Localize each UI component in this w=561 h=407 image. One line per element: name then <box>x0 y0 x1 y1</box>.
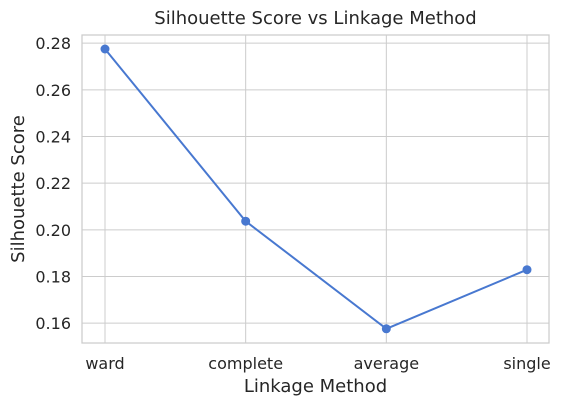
plot-area-frame <box>81 34 550 344</box>
y-tick-label: 0.18 <box>35 268 71 287</box>
y-axis-label: Silhouette Score <box>8 115 29 263</box>
y-tick-label: 0.24 <box>35 128 71 147</box>
series-layer <box>100 44 532 334</box>
x-tick-labels: ward complete average single <box>85 354 550 373</box>
data-point-marker <box>381 324 391 334</box>
y-tick-label: 0.26 <box>35 81 71 100</box>
y-tick-label: 0.16 <box>35 314 71 333</box>
data-point-marker <box>522 265 532 275</box>
chart-title: Silhouette Score vs Linkage Method <box>154 8 476 29</box>
y-tick-label: 0.22 <box>35 174 71 193</box>
y-gridlines <box>82 42 549 324</box>
x-gridlines <box>104 35 528 343</box>
y-tick-label: 0.28 <box>35 34 71 53</box>
x-tick-label: complete <box>208 354 283 373</box>
x-tick-label: ward <box>85 354 124 373</box>
x-tick-label: average <box>354 354 420 373</box>
x-axis-label: Linkage Method <box>244 376 387 397</box>
data-point-marker <box>100 44 110 54</box>
y-tick-labels: 0.16 0.18 0.20 0.22 0.24 0.26 0.28 <box>35 34 71 333</box>
y-tick-label: 0.20 <box>35 221 71 240</box>
data-point-marker <box>241 216 251 226</box>
series-line <box>104 48 528 330</box>
x-tick-label: single <box>503 354 550 373</box>
